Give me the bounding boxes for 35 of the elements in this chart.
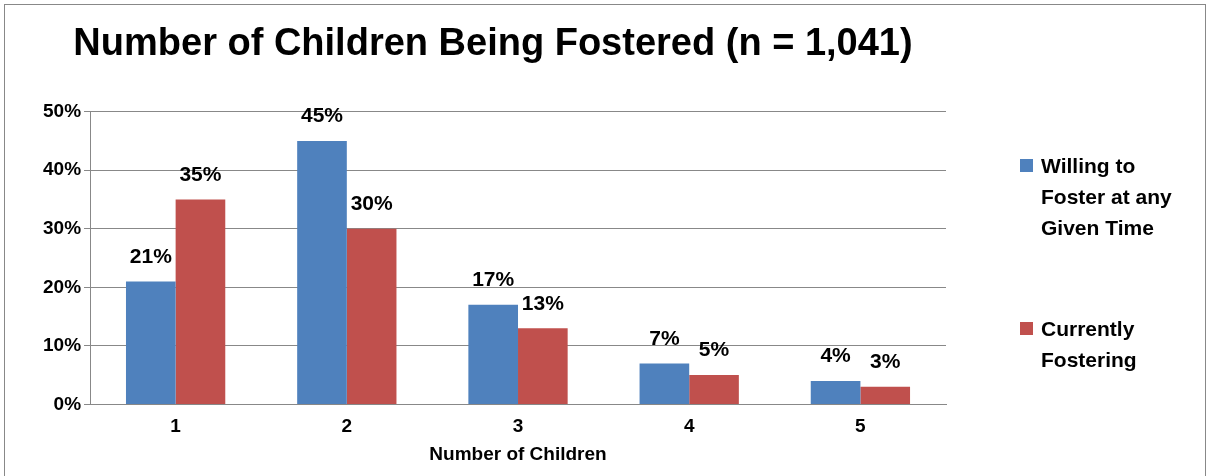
data-label: 3% [870,349,901,373]
bar [297,140,347,404]
bar [810,380,861,404]
y-tick-label: 20% [43,275,82,297]
x-tick-label: 5 [855,415,867,437]
bar [860,386,911,404]
x-tick-label: 2 [341,415,353,437]
x-tick-label: 4 [683,415,695,437]
legend-label: Willing to Foster at any Given Time [1041,153,1173,241]
bar [518,328,568,404]
bar [125,281,176,404]
bar [689,375,739,404]
data-label: 5% [698,337,730,361]
y-tick-label: 10% [43,334,82,356]
y-tick-label: 40% [43,158,82,180]
data-label: 13% [521,290,565,314]
x-axis-title: Number of Children [429,442,607,464]
data-label: 17% [472,267,515,291]
data-label: 30% [350,191,393,215]
y-tick-label: 30% [43,216,82,238]
data-label: 45% [300,103,344,127]
bar [468,304,519,404]
legend-label: Currently Fostering [1041,316,1138,373]
bar [639,363,690,404]
bar [346,228,397,404]
data-label: 7% [649,325,680,349]
data-label: 35% [179,161,222,185]
chart-title: Number of Children Being Fostered (n = 1,041) [73,21,913,64]
bar [175,199,226,404]
data-label: 21% [129,243,173,267]
x-tick-label: 1 [170,415,182,437]
y-tick-label: 0% [53,392,82,414]
x-tick-label: 3 [512,415,524,437]
y-tick-label: 50% [43,99,82,121]
data-label: 4% [820,343,852,367]
